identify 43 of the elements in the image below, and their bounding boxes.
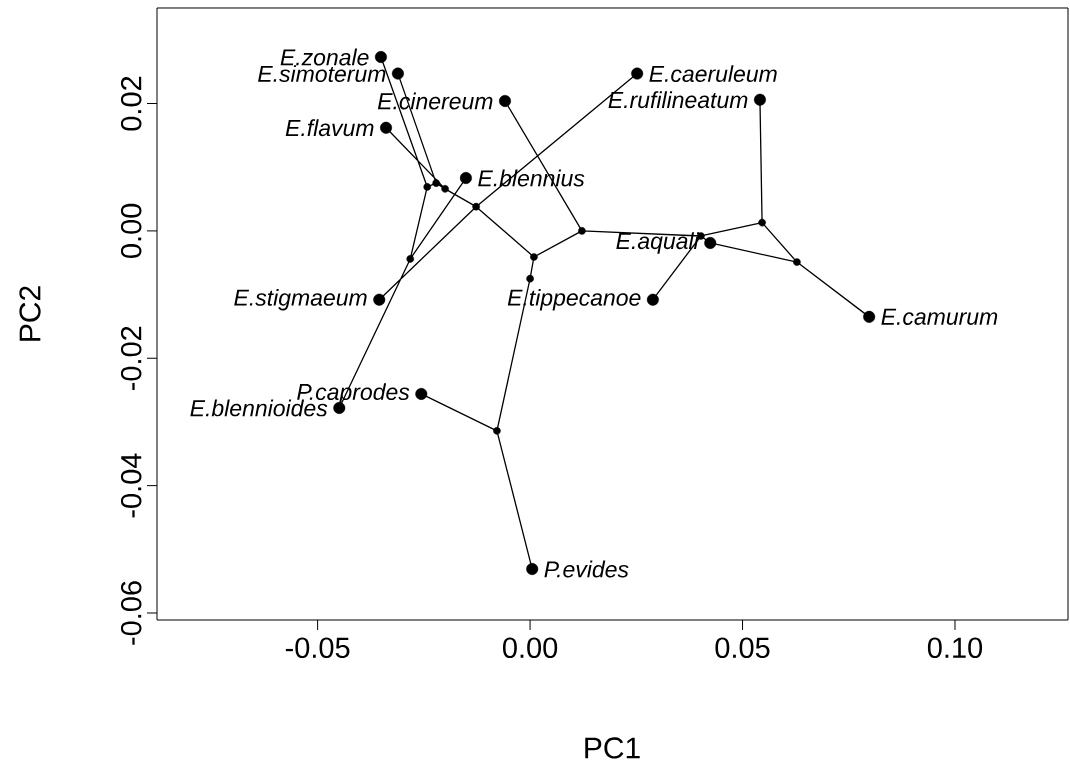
x-tick-label: -0.05 xyxy=(285,637,350,659)
annotation: E.stigmaeum xyxy=(234,288,367,311)
point xyxy=(472,202,480,211)
point xyxy=(374,51,387,64)
annotation: E.flavum xyxy=(285,119,374,137)
point xyxy=(578,227,586,235)
point xyxy=(863,310,876,323)
y-axis-title: PC2 xyxy=(19,286,41,341)
point xyxy=(441,185,449,193)
point xyxy=(459,172,472,185)
y-tick-label: -0.06 xyxy=(120,581,142,645)
point xyxy=(646,293,659,306)
point xyxy=(373,293,386,306)
annotation: E.zonale xyxy=(280,48,369,66)
x-axis-title: PC1 xyxy=(585,737,640,759)
y-tick-label: 0.00 xyxy=(120,203,142,258)
annotation: E.caeruleum xyxy=(649,65,777,83)
point xyxy=(380,121,393,134)
point xyxy=(406,255,415,263)
x-tick-label: 0.05 xyxy=(715,637,770,659)
x-tick-label: 0.00 xyxy=(502,637,558,659)
point xyxy=(530,253,538,261)
point xyxy=(526,274,534,283)
point xyxy=(493,427,501,435)
point xyxy=(432,179,440,187)
point xyxy=(415,387,428,400)
y-tick-label: -0.02 xyxy=(120,326,142,391)
y-tick-label: 0.02 xyxy=(120,76,142,131)
point xyxy=(423,183,432,191)
y-tick-label: -0.04 xyxy=(120,453,142,518)
annotation: E.rufilineatum xyxy=(608,91,748,109)
annotation: E.camurum xyxy=(881,308,998,325)
x-tick-label: 0.10 xyxy=(927,637,983,659)
point xyxy=(758,218,766,227)
point xyxy=(704,237,717,249)
point xyxy=(526,563,539,576)
point xyxy=(499,95,511,107)
annotation: P.evides xyxy=(544,560,629,578)
point xyxy=(753,93,766,106)
annotation: E.simoterum xyxy=(258,65,386,83)
point xyxy=(793,258,801,266)
point xyxy=(631,67,644,80)
point xyxy=(391,67,404,80)
